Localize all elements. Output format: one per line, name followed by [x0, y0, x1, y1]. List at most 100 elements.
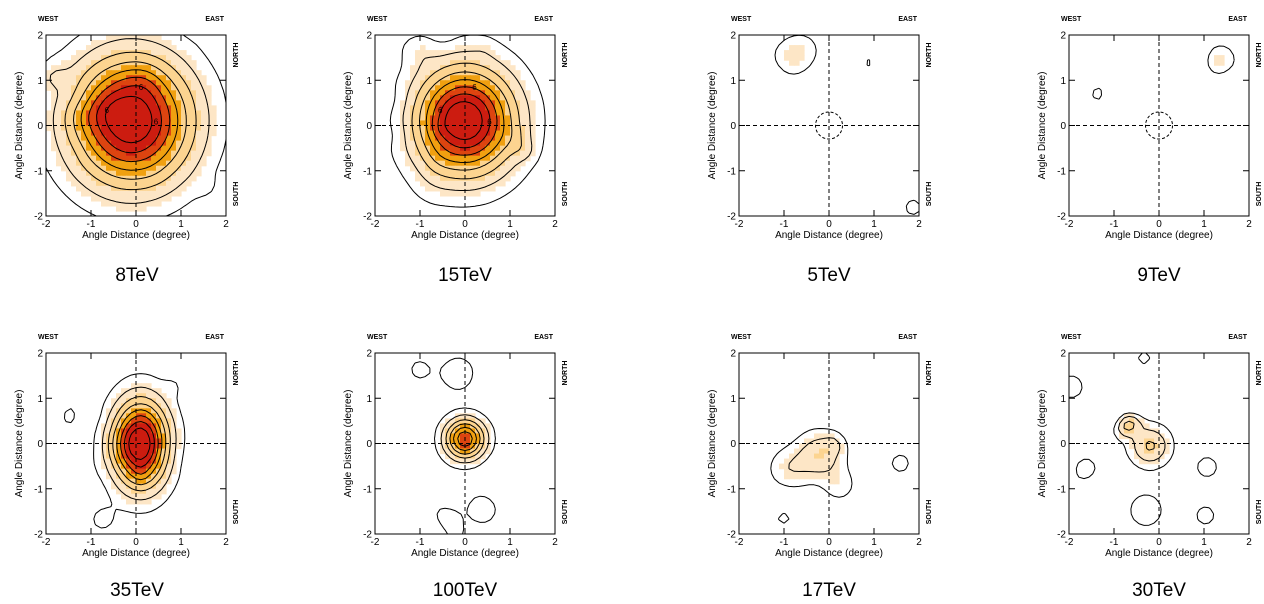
heatmap-cell — [151, 478, 157, 485]
contour-label: 6 — [472, 83, 477, 92]
heatmap-cell — [470, 190, 476, 197]
heatmap-cell — [181, 65, 187, 71]
heatmap-cell — [86, 160, 92, 167]
heatmap-cell — [66, 160, 72, 167]
heatmap-cell — [46, 115, 52, 122]
heatmap-cell — [126, 35, 132, 41]
heatmap-cell — [460, 160, 466, 167]
heatmap-cell — [106, 35, 112, 41]
heatmap-cell — [475, 150, 481, 157]
heatmap-cell — [440, 60, 446, 66]
heatmap-cell — [146, 50, 152, 56]
heatmap-cell — [1139, 438, 1145, 445]
heatmap-cell — [480, 418, 486, 424]
x-tick-label: 0 — [826, 219, 832, 230]
heatmap-cell — [146, 453, 152, 460]
heatmap-cell — [211, 110, 217, 117]
heatmap-cell — [410, 65, 416, 71]
x-tick-label: 0 — [1156, 537, 1162, 548]
heatmap-cell — [86, 130, 92, 137]
heatmap-cell — [450, 55, 456, 61]
heatmap-cell — [146, 170, 152, 177]
heatmap-cell — [121, 205, 127, 212]
heatmap-cell — [131, 483, 137, 490]
heatmap-cell — [146, 175, 152, 182]
heatmap-cell — [465, 80, 471, 86]
heatmap-cell — [61, 120, 67, 127]
x-axis-label: Angle Distance (degree) — [775, 548, 883, 559]
heatmap-cell — [495, 145, 501, 152]
heatmap-cell — [181, 180, 187, 187]
heatmap-cell — [475, 175, 481, 182]
heatmap-cell — [186, 95, 192, 101]
heatmap-cell — [111, 150, 117, 157]
heatmap-cell — [460, 80, 466, 86]
heatmap-cell — [111, 398, 117, 404]
heatmap-cell — [156, 483, 162, 490]
heatmap-cell — [485, 125, 491, 132]
heatmap-cell — [480, 65, 486, 71]
heatmap-cell — [415, 140, 421, 147]
heatmap-cell — [121, 125, 127, 132]
direction-east: EAST — [1228, 16, 1247, 23]
heatmap-cell — [1154, 428, 1160, 435]
heatmap-cell — [111, 35, 117, 41]
heatmap-cell — [126, 160, 132, 167]
heatmap-cell — [156, 120, 162, 127]
heatmap-cell — [166, 458, 172, 465]
contour-line — [431, 86, 498, 156]
heatmap-cell — [176, 120, 182, 127]
heatmap-cell — [475, 115, 481, 122]
heatmap-cell — [191, 90, 197, 96]
heatmap-cell — [146, 428, 152, 435]
heatmap-cell — [91, 105, 97, 112]
heatmap-cell — [146, 195, 152, 202]
heatmap-cell — [500, 80, 506, 86]
heatmap-cell — [141, 180, 147, 187]
heatmap-cell — [61, 95, 67, 101]
heatmap-cell — [445, 125, 451, 132]
heatmap-cell — [176, 90, 182, 96]
heatmap-cell — [141, 140, 147, 147]
heatmap-cell — [794, 50, 800, 56]
heatmap-cell — [91, 50, 97, 56]
heatmap-cell — [480, 135, 486, 142]
heatmap-cell — [445, 140, 451, 147]
heatmap-cell — [156, 398, 162, 404]
heatmap-cell — [136, 70, 142, 76]
heatmap-cell — [1149, 458, 1155, 465]
x-tick-label: 0 — [133, 219, 139, 230]
heatmap-cell — [490, 110, 496, 117]
heatmap-cell — [445, 50, 451, 56]
heatmap-cell — [186, 110, 192, 117]
heatmap-cell — [81, 165, 87, 172]
y-tick-label: -2 — [727, 212, 736, 223]
heatmap-cell — [425, 185, 431, 192]
heatmap-cell — [485, 438, 491, 445]
heatmap-cell — [435, 75, 441, 81]
heatmap-cell — [799, 55, 805, 61]
heatmap-cell — [470, 165, 476, 172]
heatmap-cell — [430, 55, 436, 61]
heatmap-cell — [96, 145, 102, 152]
x-tick-label: -1 — [780, 537, 789, 548]
heatmap-cell — [455, 45, 461, 51]
heatmap-cell — [196, 125, 202, 132]
heatmap-cell — [96, 180, 102, 187]
heatmap-cell — [146, 413, 152, 419]
heatmap-cell — [829, 473, 835, 480]
heatmap-cell — [186, 125, 192, 132]
heatmap-cell — [116, 438, 122, 445]
heatmap-cell — [181, 80, 187, 86]
heatmap-cell — [460, 155, 466, 162]
heatmap-cell — [146, 408, 152, 414]
heatmap-cell — [181, 185, 187, 192]
heatmap-cell — [96, 90, 102, 96]
heatmap-cell — [151, 55, 157, 61]
heatmap-cell — [430, 150, 436, 157]
heatmap-cell — [515, 125, 521, 132]
heatmap-cell — [410, 75, 416, 81]
heatmap-cell — [156, 438, 162, 445]
heatmap-cell — [146, 95, 152, 101]
